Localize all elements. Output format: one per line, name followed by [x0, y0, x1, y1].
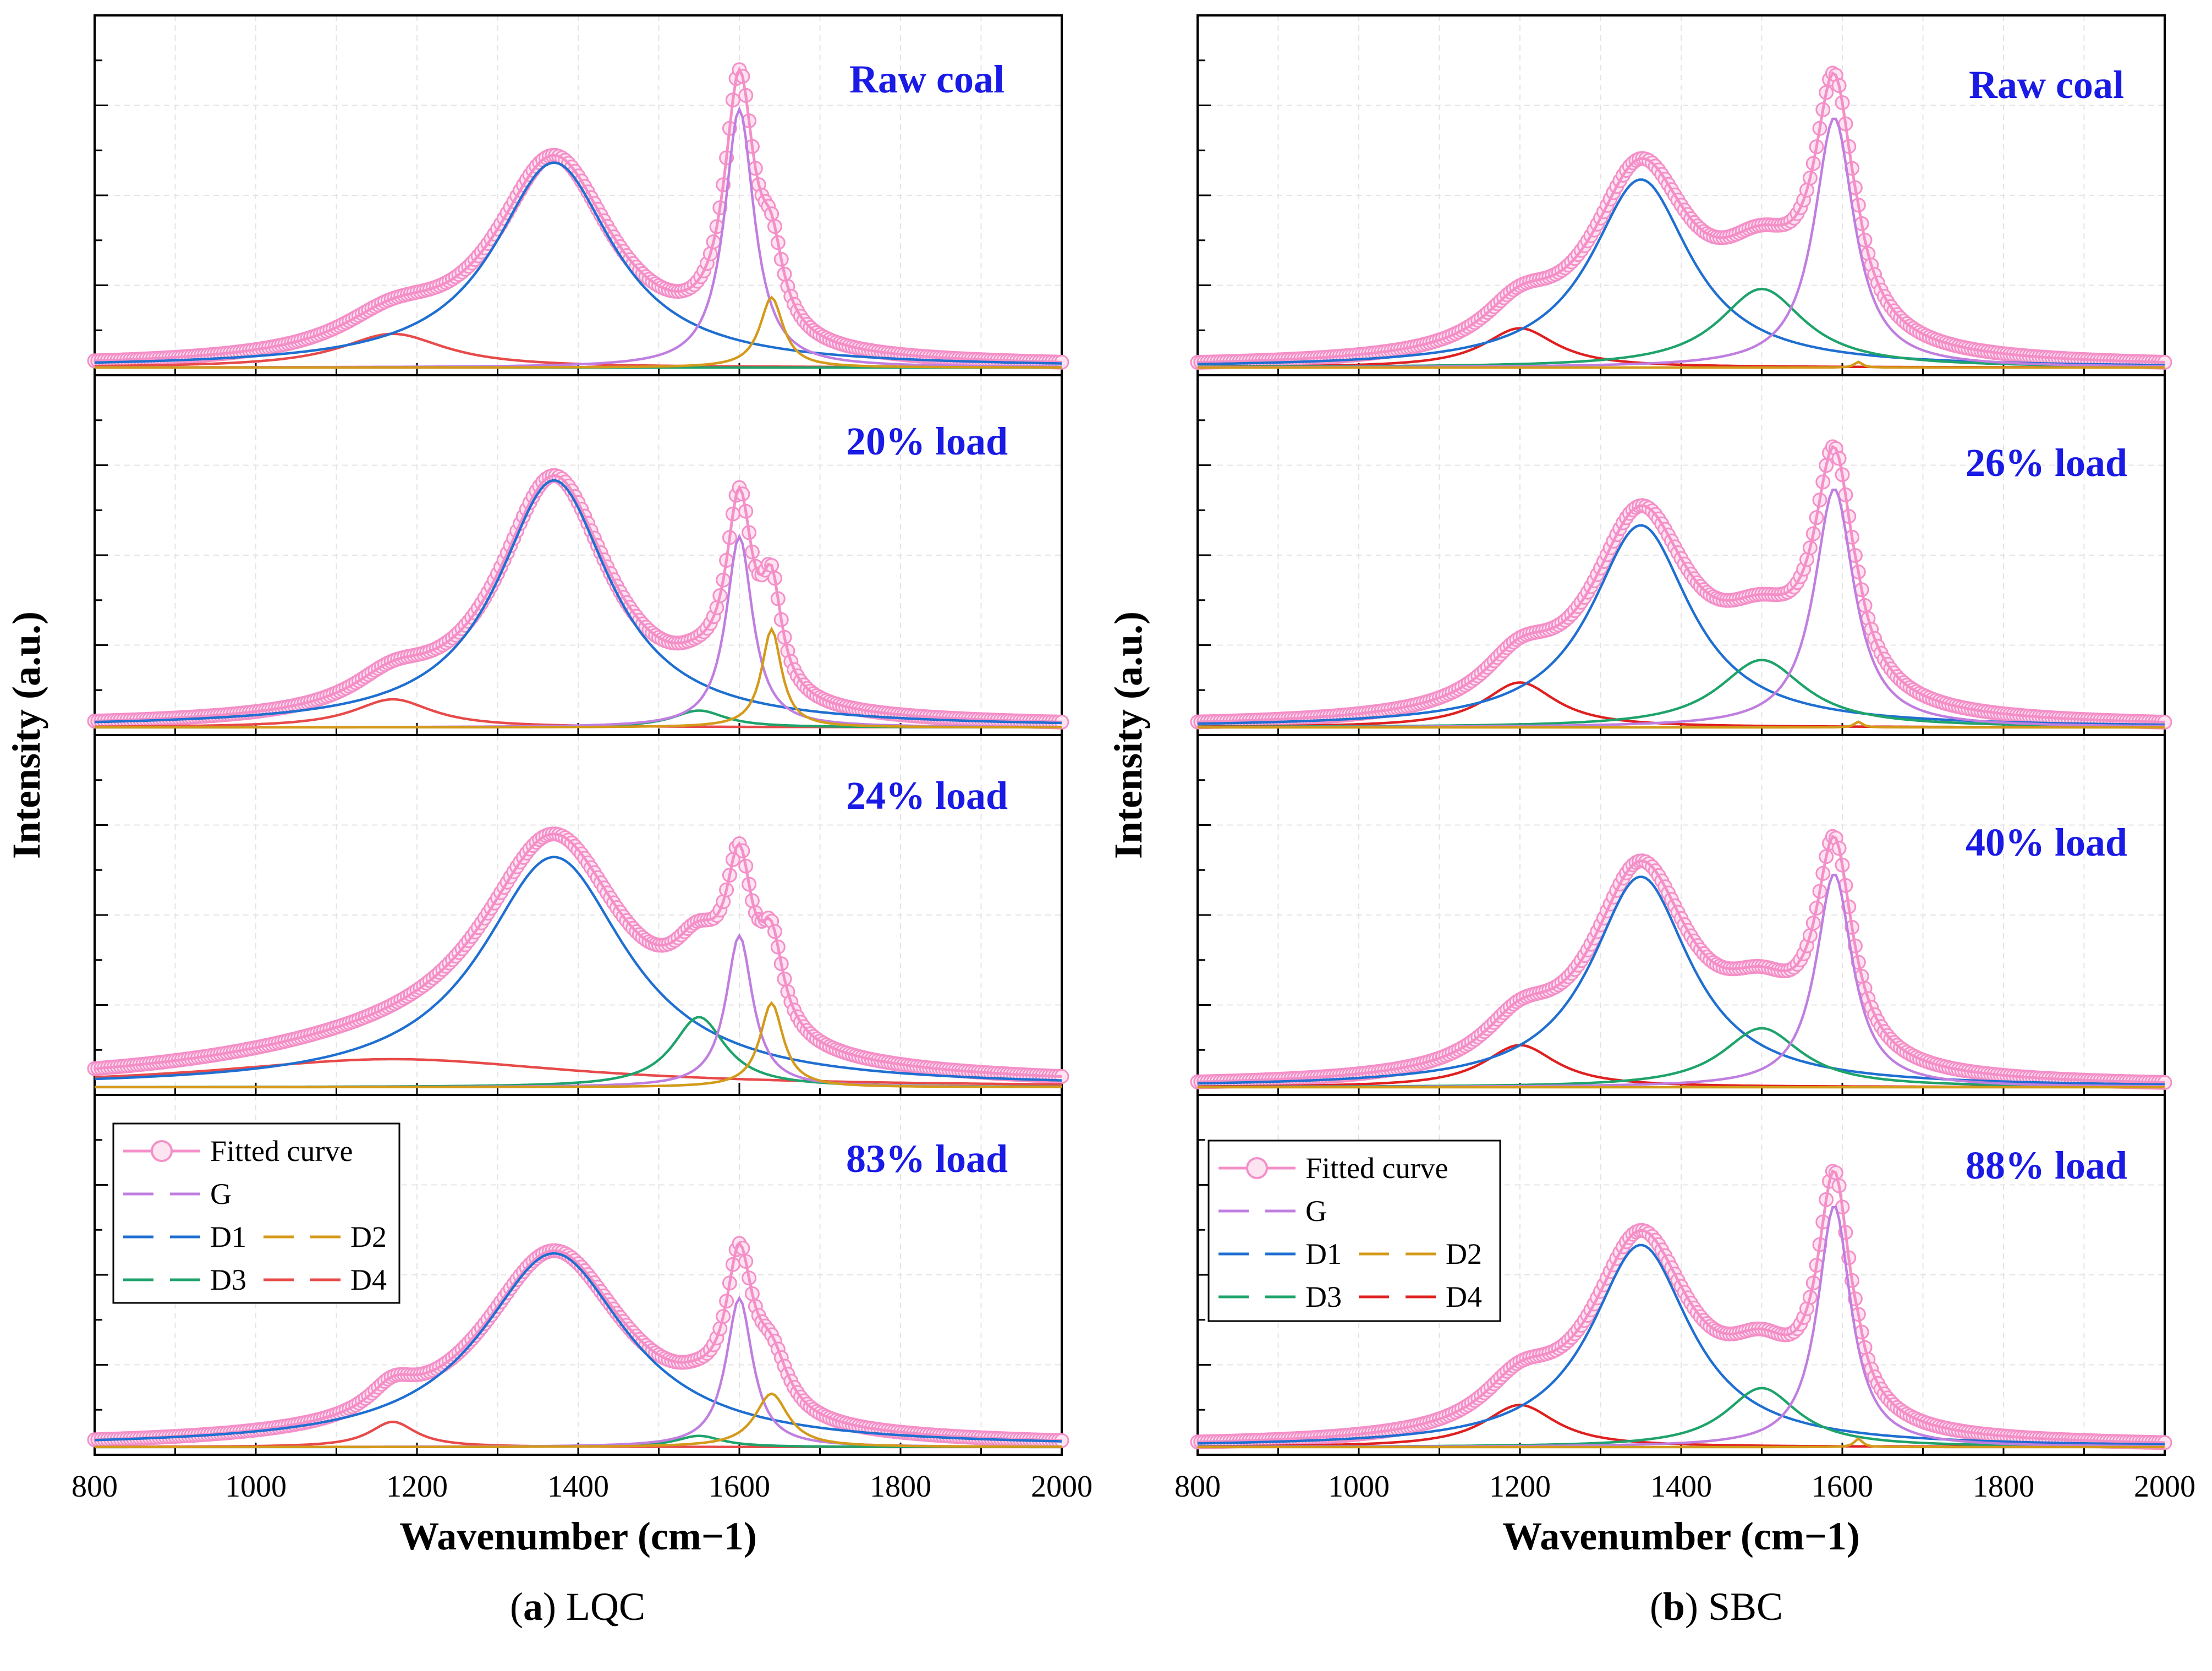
band-d1-curve — [94, 856, 1062, 1082]
subplot-a-4: 83% load — [87, 1094, 1069, 1456]
legend-label-g: G — [210, 1177, 232, 1210]
fitted-curve-line — [1197, 445, 2165, 724]
fitted-curve-line — [94, 832, 1062, 1078]
band-d4-curve — [94, 1058, 1062, 1086]
condition-label: Raw coal — [849, 57, 1005, 101]
x-tick-label: 1000 — [1328, 1470, 1390, 1504]
condition-label: Raw coal — [1969, 63, 2124, 107]
condition-label: 26% load — [1966, 441, 2127, 485]
subplot-b-2: 26% load — [1190, 374, 2172, 736]
panel-a-lqc: Raw coal 20% load 24% load 83% load 800 1000 1… — [4, 14, 1093, 1629]
legend-label-fitted: Fitted curve — [1305, 1152, 1448, 1185]
panel-caption: (b) SBC — [1650, 1585, 1783, 1629]
panel-b-sbc: Raw coal 26% load 40% load 88% load 800 1000 1… — [1106, 14, 2195, 1629]
legend-label-d4: D4 — [1446, 1280, 1482, 1313]
subplot-a-2: 20% load — [87, 374, 1069, 736]
band-d1-curve — [94, 1252, 1062, 1443]
x-tick-label: 1400 — [1650, 1470, 1712, 1504]
legend-marker-fitted — [1246, 1157, 1268, 1179]
x-axis-title: Wavenumber (cm−1) — [399, 1514, 757, 1558]
legend-label-d1: D1 — [210, 1220, 246, 1253]
x-tick-label: 1600 — [1812, 1470, 1873, 1504]
condition-label: 83% load — [846, 1137, 1008, 1181]
band-d1-curve — [94, 161, 1062, 365]
legend: Fitted curve G D1 D2 D3 D4 — [1207, 1139, 1501, 1322]
legend-label-d3: D3 — [210, 1263, 246, 1296]
fitted-curve-line — [94, 474, 1062, 724]
subplot-a-3: 24% load — [87, 734, 1069, 1096]
x-tick-label: 1800 — [870, 1470, 931, 1504]
band-d2-curve — [95, 1001, 1062, 1089]
legend-label-fitted: Fitted curve — [210, 1135, 353, 1168]
legend-label-d3: D3 — [1305, 1280, 1342, 1313]
legend: Fitted curve G D1 D2 D3 D4 — [112, 1122, 400, 1304]
y-axis-title: Intensity (a.u.) — [1106, 611, 1150, 859]
condition-label: 88% load — [1966, 1143, 2127, 1187]
legend-label-d4: D4 — [350, 1263, 387, 1296]
subplot-a-1: Raw coal — [87, 14, 1069, 376]
legend-label-g: G — [1305, 1195, 1327, 1228]
subplot-b-1: Raw coal — [1190, 14, 2172, 376]
fitted-curve-line — [94, 66, 1062, 364]
fitted-curve-line — [1197, 71, 2165, 364]
fitted-curve-line — [94, 1241, 1062, 1442]
panel-caption: (a) LQC — [510, 1585, 645, 1629]
band-d2-curve — [95, 626, 1062, 729]
x-tick-label: 1400 — [547, 1470, 609, 1504]
band-d2-curve — [95, 295, 1062, 369]
x-tick-label: 1200 — [386, 1470, 448, 1504]
legend-marker-fitted — [151, 1140, 173, 1162]
band-d2-curve — [1198, 360, 2165, 369]
legend-label-d2: D2 — [1446, 1237, 1482, 1270]
condition-label: 20% load — [846, 419, 1008, 463]
x-tick-label: 1600 — [709, 1470, 770, 1504]
x-tick-label: 1200 — [1489, 1470, 1551, 1504]
x-tick-label: 2000 — [1031, 1470, 1093, 1504]
x-tick-label: 1800 — [1973, 1470, 2034, 1504]
x-tick-label: 2000 — [2134, 1470, 2195, 1504]
y-axis-title: Intensity (a.u.) — [4, 611, 48, 859]
band-d2-curve — [1198, 720, 2165, 729]
legend-label-d1: D1 — [1305, 1237, 1342, 1270]
x-tick-label: 1000 — [225, 1470, 287, 1504]
band-d1-curve — [94, 479, 1062, 725]
x-tick-label: 800 — [1174, 1470, 1221, 1504]
x-axis-title: Wavenumber (cm−1) — [1502, 1514, 1860, 1558]
condition-label: 40% load — [1966, 820, 2127, 864]
condition-label: 24% load — [846, 774, 1008, 818]
legend-label-d2: D2 — [350, 1220, 387, 1253]
subplot-b-3: 40% load — [1190, 734, 2172, 1096]
x-tick-label: 800 — [72, 1470, 118, 1504]
band-d2-curve — [95, 1392, 1062, 1449]
